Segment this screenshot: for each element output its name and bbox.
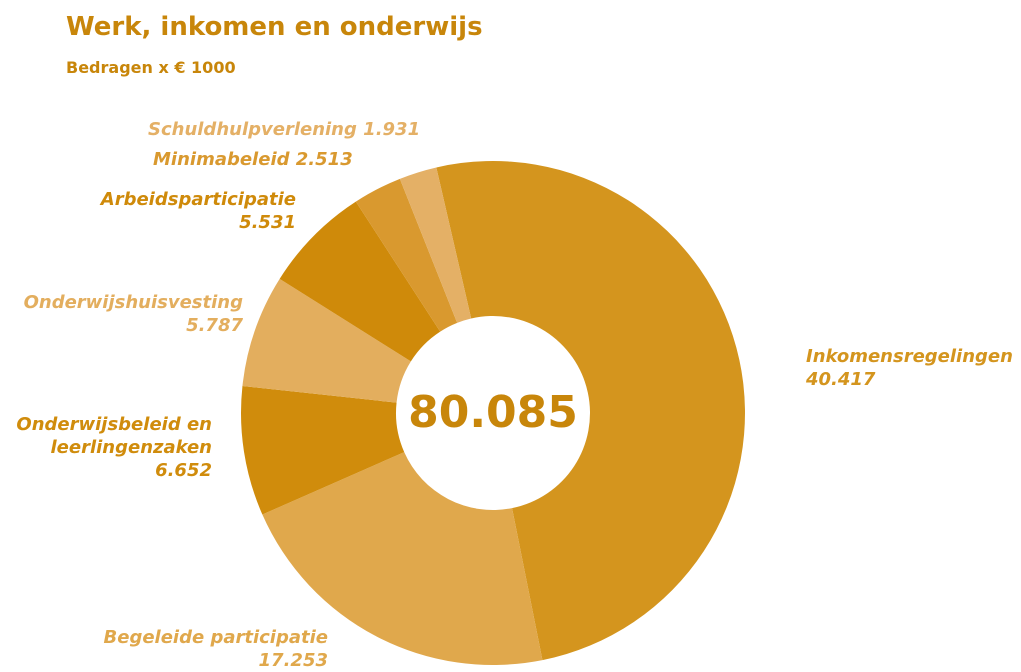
value-label: 5.531 [239,212,296,233]
slice-label: Onderwijshuisvesting 5.787 [0,291,243,337]
slice-label: Arbeidsparticipatie 5.531 [56,188,296,234]
donut-slice [399,167,472,323]
category-label: Onderwijsbeleid en leerlingenzaken [16,414,212,458]
donut-slice [241,386,405,515]
chart-subtitle: Bedragen x € 1000 [66,58,236,77]
slice-label: Schuldhulpverlening 1.931 [148,118,468,141]
category-label: Schuldhulpverlening [148,119,357,140]
donut-slice [436,161,745,661]
category-label: Minimabeleid [153,149,290,170]
center-label: 80.085 [408,387,578,438]
chart-title: Werk, inkomen en onderwijs [66,12,483,42]
category-label: Arbeidsparticipatie [100,189,296,210]
slice-label: Begeleide participatie 17.253 [68,626,328,672]
value-label: 2.513 [295,149,353,170]
slice-label: Inkomensregelingen 40.417 [806,345,1021,391]
value-label: 5.787 [186,315,243,336]
donut-slice [262,452,543,665]
value-label: 6.652 [155,460,212,481]
value-label: 17.253 [258,650,328,671]
donut-slice [279,201,441,362]
value-label: 1.931 [363,119,421,140]
value-label: 40.417 [806,369,876,390]
category-label: Inkomensregelingen [806,346,1013,367]
slice-label: Onderwijsbeleid en leerlingenzaken 6.652 [0,413,212,482]
category-label: Onderwijshuisvesting [23,292,243,313]
donut-slice [242,278,411,403]
slice-label: Minimabeleid 2.513 [153,148,453,171]
category-label: Begeleide participatie [103,627,328,648]
donut-slice [355,178,458,332]
